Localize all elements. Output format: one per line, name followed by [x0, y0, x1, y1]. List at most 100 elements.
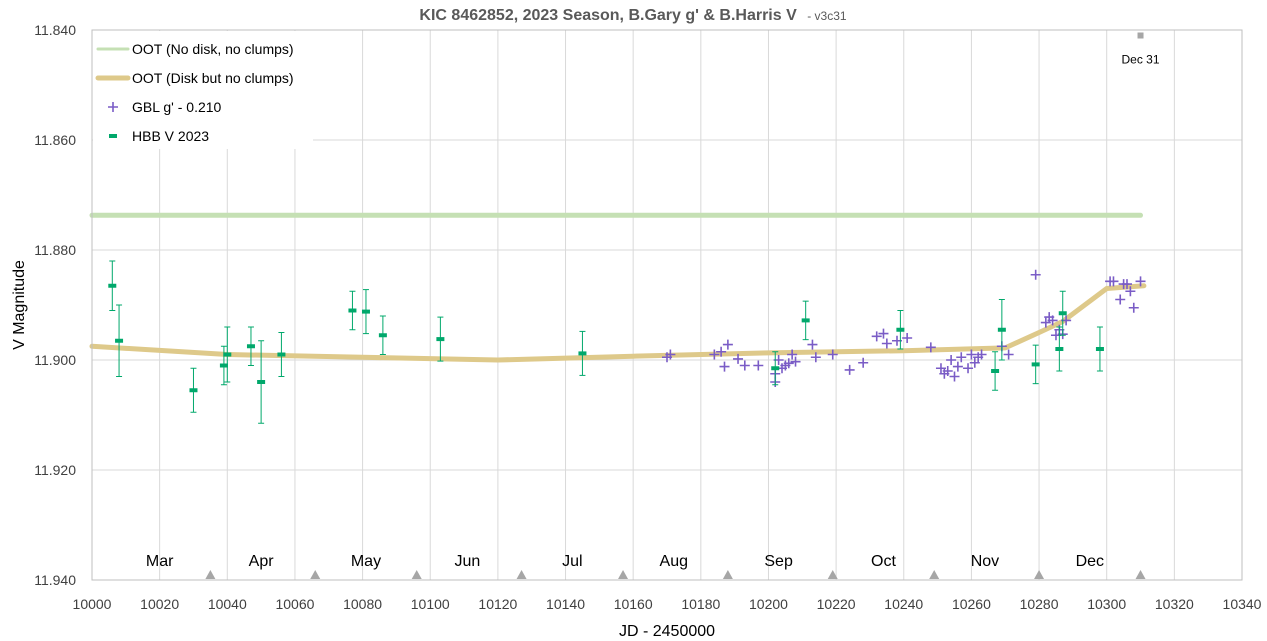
data-marker: [578, 351, 587, 356]
data-marker: [361, 309, 370, 314]
data-marker: [1031, 362, 1040, 367]
legend-item: GBL g' - 0.210: [108, 99, 222, 115]
series-hbb-v-2023: [108, 260, 1104, 424]
x-tick-label: 10240: [884, 596, 923, 612]
x-tick-label: 10220: [817, 596, 856, 612]
data-point: [783, 358, 794, 369]
data-point: [348, 290, 357, 331]
legend-background: [93, 31, 313, 149]
x-tick-label: 10100: [411, 596, 450, 612]
data-marker: [348, 308, 357, 313]
data-marker: [801, 318, 810, 323]
month-label: Aug: [660, 553, 688, 570]
data-point: [771, 351, 780, 386]
dec-31-annotation: Dec 31: [1122, 32, 1160, 67]
data-point: [963, 363, 974, 374]
data-point: [810, 352, 821, 363]
data-point: [787, 349, 798, 360]
data-point: [753, 360, 764, 371]
data-point: [277, 332, 286, 377]
month-boundary-marker: [205, 570, 216, 579]
month-label: May: [351, 553, 381, 570]
data-point: [790, 356, 801, 367]
data-point: [361, 289, 370, 335]
y-tick-labels: 11.840 11.860 11.880 11.900 11.920 11.940: [34, 22, 76, 588]
data-point: [827, 349, 838, 360]
y-tick-label: 11.900: [34, 352, 76, 368]
month-boundary-marker: [411, 570, 422, 579]
month-label: Oct: [871, 553, 896, 570]
data-point: [436, 316, 445, 362]
data-point: [935, 363, 946, 374]
data-marker: [189, 388, 198, 393]
y-tick-label: 11.880: [34, 242, 76, 258]
month-label: Nov: [971, 553, 999, 570]
data-point: [807, 339, 818, 350]
data-point: [896, 310, 905, 350]
month-boundary-marker: [722, 570, 733, 579]
month-boundary-markers: [205, 570, 1146, 579]
month-labels: Mar Apr May Jun Jul Aug Sep Oct Nov Dec: [146, 553, 1104, 570]
month-boundary-marker: [827, 570, 838, 579]
data-point: [709, 349, 720, 360]
x-tick-label: 10160: [614, 596, 653, 612]
data-point: [722, 339, 733, 350]
legend-item: HBB V 2023: [109, 128, 209, 144]
x-tick-label: 10300: [1087, 596, 1126, 612]
month-boundary-marker: [516, 570, 527, 579]
data-point: [1135, 276, 1146, 287]
data-point: [878, 328, 889, 339]
data-point: [976, 349, 987, 360]
legend-label: OOT (Disk but no clumps): [132, 70, 294, 86]
data-marker: [277, 352, 286, 357]
data-point: [1003, 349, 1014, 360]
data-point: [1115, 294, 1126, 305]
month-label: Sep: [764, 553, 793, 570]
data-point: [925, 342, 936, 353]
legend: OOT (No disk, no clumps) OOT (Disk but no…: [93, 31, 313, 149]
y-tick-label: 11.860: [34, 132, 76, 148]
data-point: [223, 326, 232, 383]
data-marker: [771, 366, 780, 371]
data-point: [1047, 315, 1058, 326]
data-point: [257, 340, 266, 424]
data-marker: [1095, 347, 1104, 351]
month-boundary-marker: [1034, 570, 1045, 579]
data-marker: [257, 380, 266, 384]
data-point: [1128, 302, 1139, 313]
y-tick-label: 11.920: [34, 462, 76, 478]
x-tick-label: 10320: [1155, 596, 1194, 612]
data-point: [108, 260, 117, 311]
x-tick-label: 10080: [343, 596, 382, 612]
data-marker: [436, 337, 445, 342]
month-boundary-marker: [929, 570, 940, 579]
data-point: [1031, 344, 1040, 385]
data-point: [966, 349, 977, 360]
data-point: [246, 326, 255, 366]
data-point: [378, 315, 387, 355]
x-tick-label: 10040: [208, 596, 247, 612]
month-label: Jul: [562, 553, 582, 570]
data-point: [719, 361, 730, 372]
data-point: [1122, 279, 1132, 290]
legend-swatch: [108, 102, 118, 112]
y-tick-label: 11.940: [34, 572, 76, 588]
legend-label: HBB V 2023: [132, 128, 209, 144]
data-marker: [223, 352, 232, 357]
x-tick-label: 10260: [952, 596, 991, 612]
data-marker: [246, 344, 255, 349]
x-tick-label: 10340: [1223, 596, 1262, 612]
y-tick-label: 11.840: [34, 22, 76, 38]
data-marker: [1058, 311, 1067, 316]
data-marker: [1055, 347, 1064, 351]
data-point: [1108, 276, 1119, 287]
data-point: [858, 357, 869, 368]
x-tick-label: 10140: [546, 596, 585, 612]
x-tick-label: 10060: [275, 596, 314, 612]
data-point: [189, 367, 198, 413]
data-point: [956, 352, 967, 363]
data-point: [871, 331, 882, 342]
data-point: [739, 360, 750, 371]
month-label: Apr: [249, 553, 275, 570]
